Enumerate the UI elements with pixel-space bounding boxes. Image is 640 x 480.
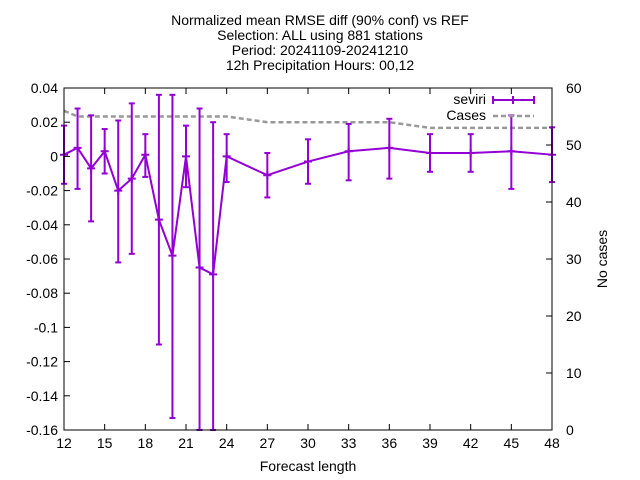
x-tick-label: 12 [56, 435, 72, 451]
y-tick-label: -0.16 [26, 422, 58, 438]
y-tick-label: 0.04 [31, 80, 58, 96]
x-tick-label: 39 [422, 435, 438, 451]
data-point [426, 148, 434, 157]
data-point [466, 148, 475, 157]
y-tick-label: 0 [50, 148, 58, 164]
y2-tick-label: 10 [566, 365, 582, 381]
data-point [127, 174, 136, 183]
axis-ticks [63, 87, 553, 431]
y-tick-label: -0.12 [26, 354, 58, 370]
data-point [304, 157, 312, 166]
title-line: Normalized mean RMSE diff (90% conf) vs … [171, 12, 469, 28]
x-axis-label: Forecast length [260, 458, 357, 474]
x-tick-label: 45 [504, 435, 520, 451]
data-point [222, 152, 231, 161]
y-tick-label: -0.06 [26, 251, 58, 267]
data-point [87, 164, 96, 173]
y-tick-label: -0.08 [26, 285, 58, 301]
y2-axis-label: No cases [594, 230, 610, 288]
y-tick-label: -0.1 [34, 319, 58, 335]
title-line: Period: 20241109-20241210 [232, 42, 409, 58]
y-tick-label: -0.04 [26, 217, 58, 233]
legend-label-seviri: seviri [453, 91, 486, 107]
data-point [168, 251, 177, 260]
data-point [154, 215, 163, 224]
y2-tick-label: 40 [566, 194, 582, 210]
seviri-series [60, 93, 556, 431]
y-tick-label: -0.02 [26, 183, 58, 199]
y2-tick-label: 0 [566, 422, 574, 438]
data-point [141, 150, 150, 159]
y-tick-label: 0.02 [31, 114, 58, 130]
x-tick-label: 48 [544, 435, 560, 451]
legend-label-cases: Cases [446, 107, 486, 123]
data-point [344, 147, 353, 156]
data-point [209, 270, 218, 279]
x-tick-label: 30 [300, 435, 316, 451]
data-point [100, 147, 109, 156]
x-tick-label: 42 [463, 435, 479, 451]
x-tick-label: 24 [219, 435, 235, 451]
x-tick-label: 27 [260, 435, 276, 451]
y2-tick-label: 50 [566, 137, 582, 153]
tick-labels: 12 15 18 21 24 27 30 33 36 39 42 45 48 0.04 0.02 0 -0.02… [26, 80, 582, 451]
data-point [385, 143, 394, 152]
data-point [182, 152, 190, 161]
y2-tick-label: 30 [566, 251, 582, 267]
data-point [507, 147, 516, 156]
title-line: Selection: ALL using 881 stations [217, 27, 423, 43]
data-point [114, 186, 123, 195]
data-point [73, 143, 82, 152]
y-tick-label: -0.14 [26, 388, 58, 404]
chart-title: Normalized mean RMSE diff (90% conf) vs … [171, 12, 469, 73]
x-tick-label: 33 [341, 435, 357, 451]
x-tick-label: 18 [138, 435, 154, 451]
y2-tick-label: 20 [566, 308, 582, 324]
title-line: 12h Precipitation Hours: 00,12 [226, 57, 415, 73]
x-tick-label: 15 [97, 435, 113, 451]
data-point [195, 263, 204, 272]
legend-marker-seviri [509, 96, 517, 104]
data-point [263, 171, 272, 180]
x-tick-label: 21 [178, 435, 194, 451]
x-tick-label: 36 [382, 435, 398, 451]
y2-tick-label: 60 [566, 80, 582, 96]
